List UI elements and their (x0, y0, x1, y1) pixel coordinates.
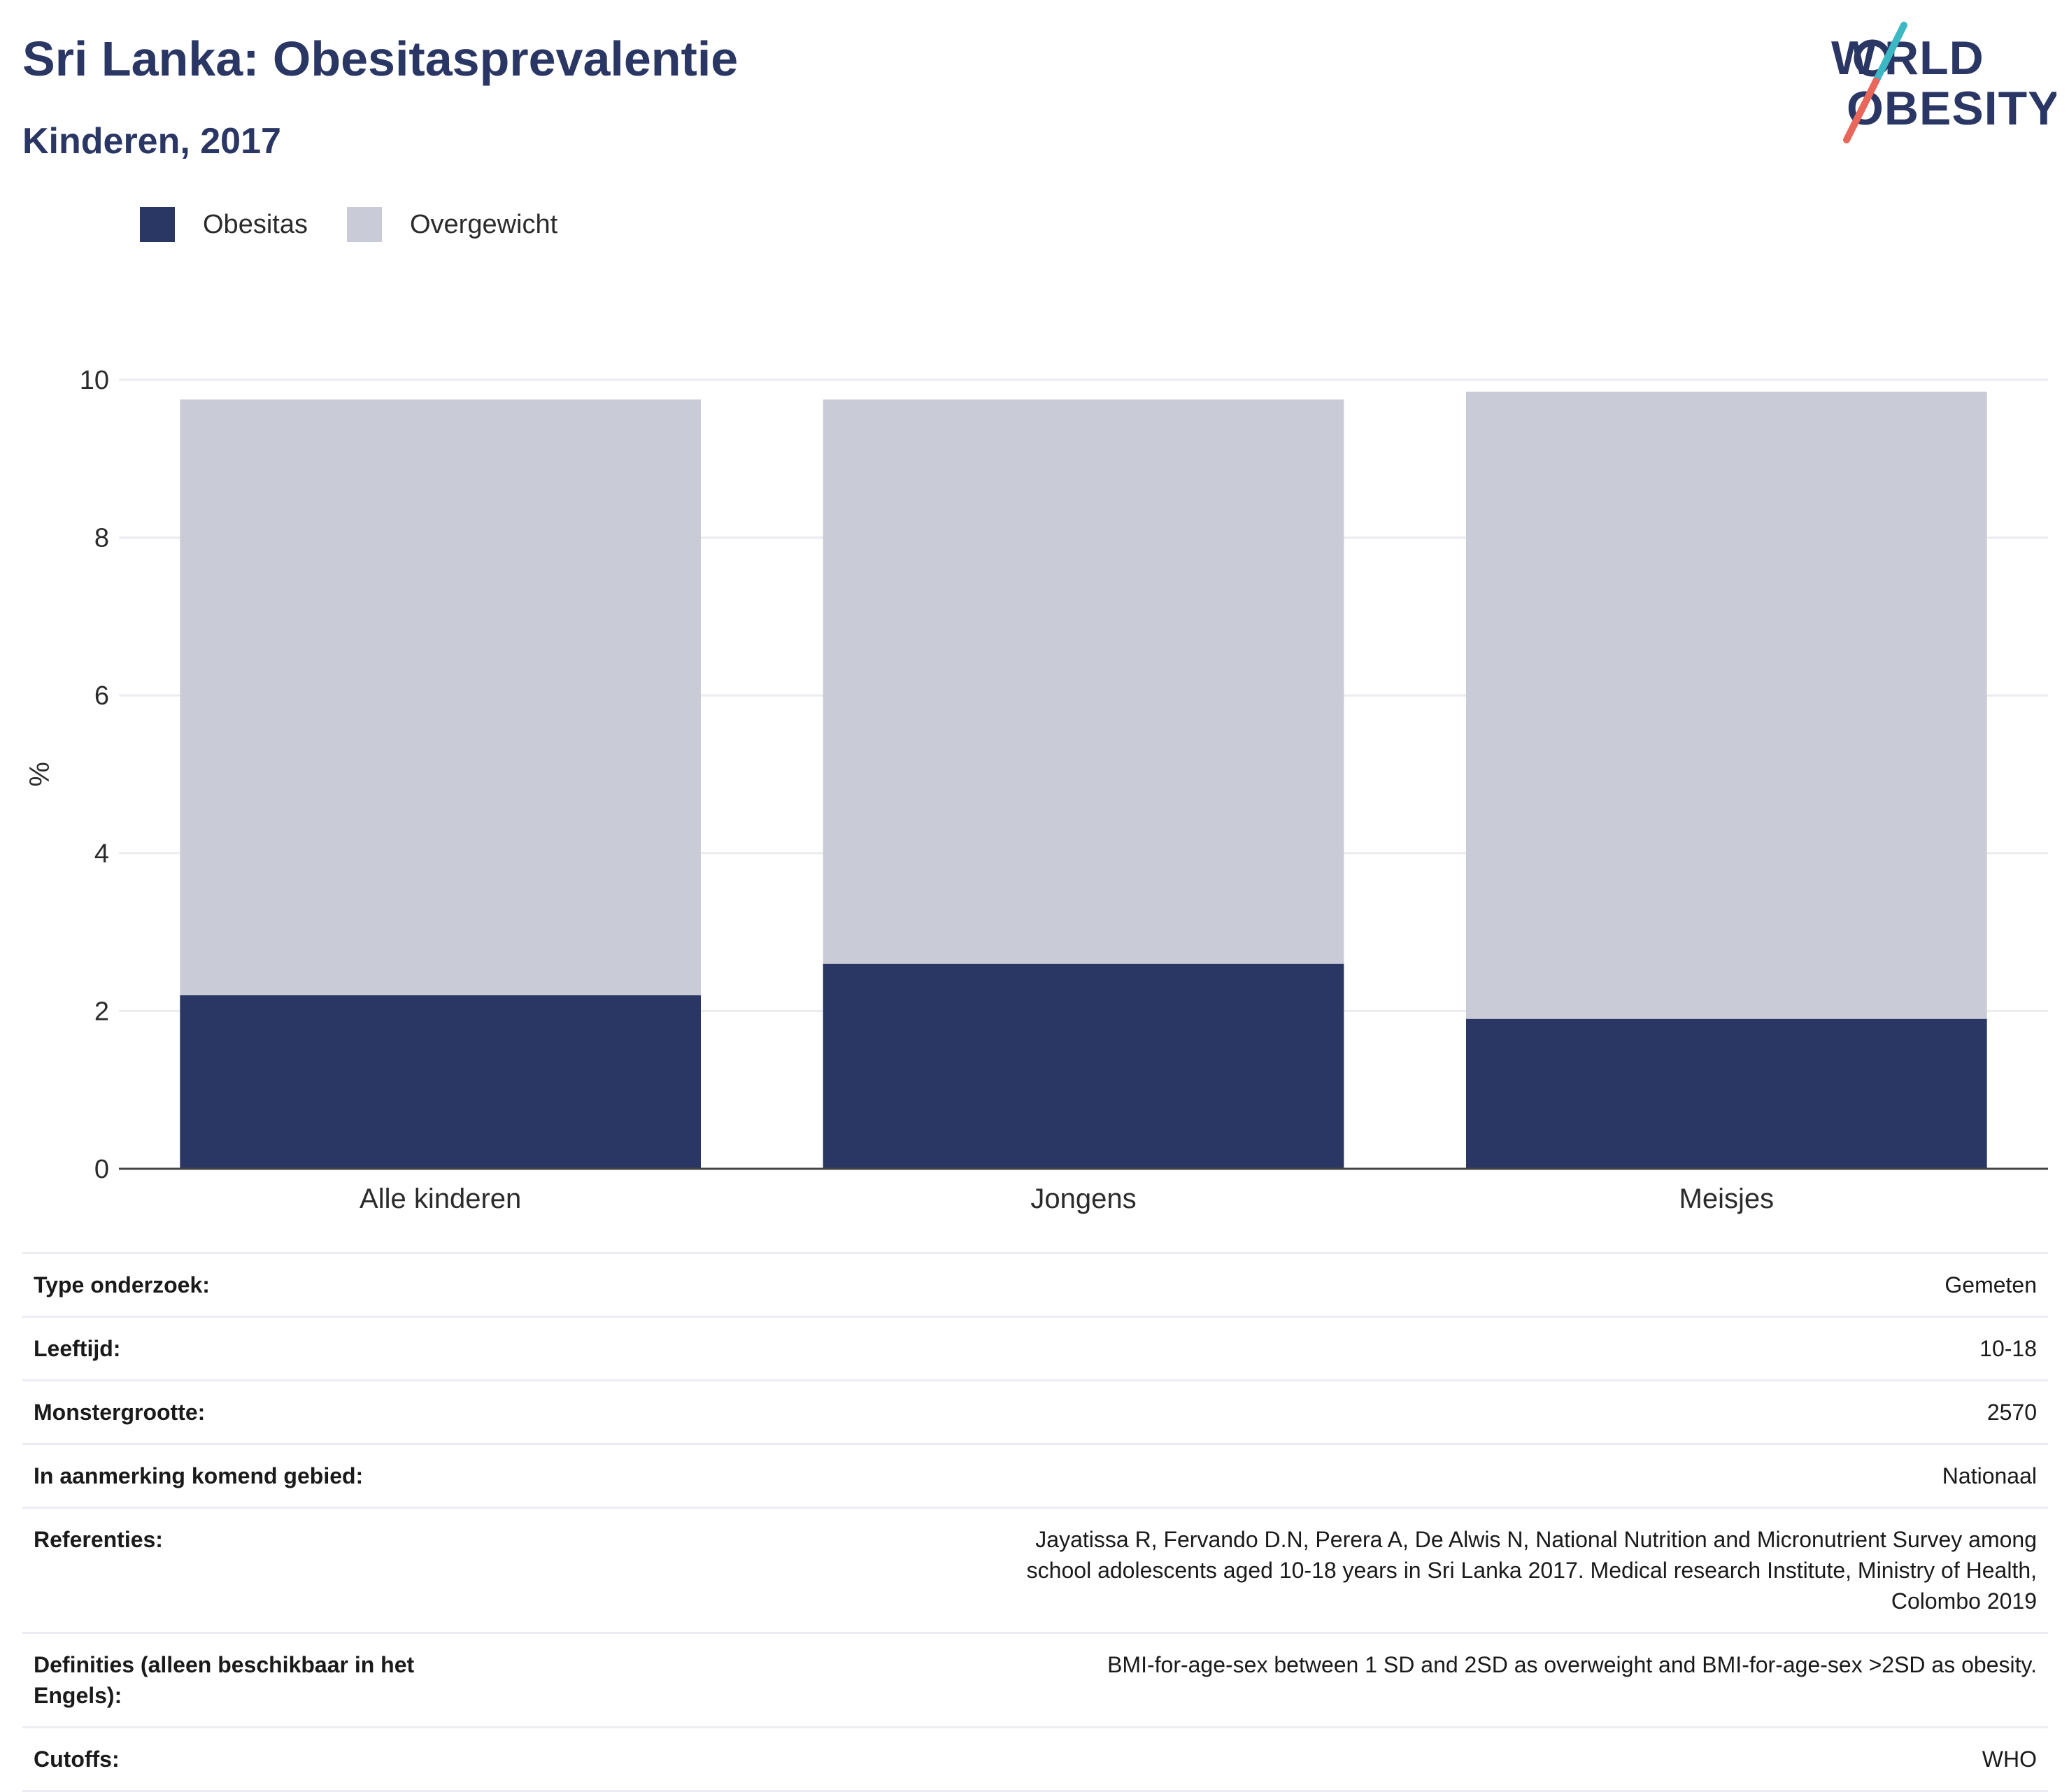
table-row: Monstergrootte: 2570 (22, 1380, 2048, 1444)
bar-obesitas (180, 995, 701, 1169)
info-value: WHO (1982, 1747, 2037, 1772)
y-axis-title: % (24, 762, 55, 787)
info-label: Referenties: (34, 1527, 163, 1552)
x-tick-label: Alle kinderen (360, 1183, 521, 1214)
y-tick-label: 0 (94, 1155, 109, 1184)
bar-overgewicht (1466, 391, 1987, 1019)
legend-item-obesitas[interactable]: Obesitas (140, 207, 308, 242)
chart-legend: Obesitas Overgewicht (140, 207, 597, 242)
bar-overgewicht (180, 399, 701, 995)
y-tick-label: 2 (94, 997, 109, 1026)
svg-text:OBESITY: OBESITY (1847, 82, 2056, 135)
survey-info-table: Type onderzoek: Gemeten Leeftijd: 10-18 … (22, 1252, 2048, 1792)
info-value: BMI-for-age-sex between 1 SD and 2SD as … (1107, 1652, 2037, 1677)
x-tick-label: Meisjes (1679, 1183, 1775, 1214)
info-label: Definities (alleen beschikbaar in het En… (34, 1652, 415, 1708)
legend-label-overgewicht: Overgewicht (409, 209, 558, 239)
page-title: Sri Lanka: Obesitasprevalentie (22, 31, 739, 86)
legend-label-obesitas: Obesitas (203, 209, 308, 239)
table-row: Referenties: Jayatissa R, Fervando D.N, … (22, 1507, 2048, 1633)
y-tick-label: 8 (94, 524, 109, 553)
table-row: Cutoffs: WHO (22, 1727, 2048, 1791)
info-value: Nationaal (1942, 1463, 2037, 1488)
table-row: Leeftijd: 10-18 (22, 1316, 2048, 1381)
info-label: In aanmerking komend gebied: (34, 1463, 364, 1488)
y-tick-label: 4 (94, 839, 109, 869)
legend-swatch-obesitas (140, 207, 175, 242)
legend-swatch-overgewicht (346, 207, 382, 242)
info-value: 2570 (1986, 1400, 2037, 1425)
y-tick-label: 10 (80, 366, 109, 395)
table-row: In aanmerking komend gebied: Nationaal (22, 1444, 2048, 1508)
bar-obesitas (1466, 1018, 1987, 1169)
world-obesity-logo: W RLD OBESITY (1831, 22, 2056, 143)
info-label: Leeftijd: (34, 1336, 121, 1361)
info-value: 10-18 (1979, 1336, 2037, 1361)
info-value: Gemeten (1944, 1272, 2037, 1297)
info-value: Jayatissa R, Fervando D.N, Perera A, De … (1026, 1527, 2037, 1614)
page-subtitle: Kinderen, 2017 (22, 121, 281, 162)
bar-overgewicht (823, 399, 1344, 964)
info-label: Type onderzoek: (34, 1272, 210, 1297)
x-tick-label: Jongens (1030, 1183, 1136, 1214)
info-label: Cutoffs: (34, 1747, 120, 1772)
bar-obesitas (823, 963, 1344, 1169)
y-tick-label: 6 (94, 681, 109, 711)
stacked-bar-chart: 0 2 4 6 8 10% Alle kinderen Jongens Meisjes (24, 366, 2048, 1214)
svg-text:RLD: RLD (1884, 31, 1984, 85)
table-row: Definities (alleen beschikbaar in het En… (22, 1633, 2048, 1728)
table-row: Type onderzoek: Gemeten (22, 1253, 2048, 1317)
legend-item-overgewicht[interactable]: Overgewicht (346, 207, 558, 242)
info-label: Monstergrootte: (34, 1400, 206, 1425)
